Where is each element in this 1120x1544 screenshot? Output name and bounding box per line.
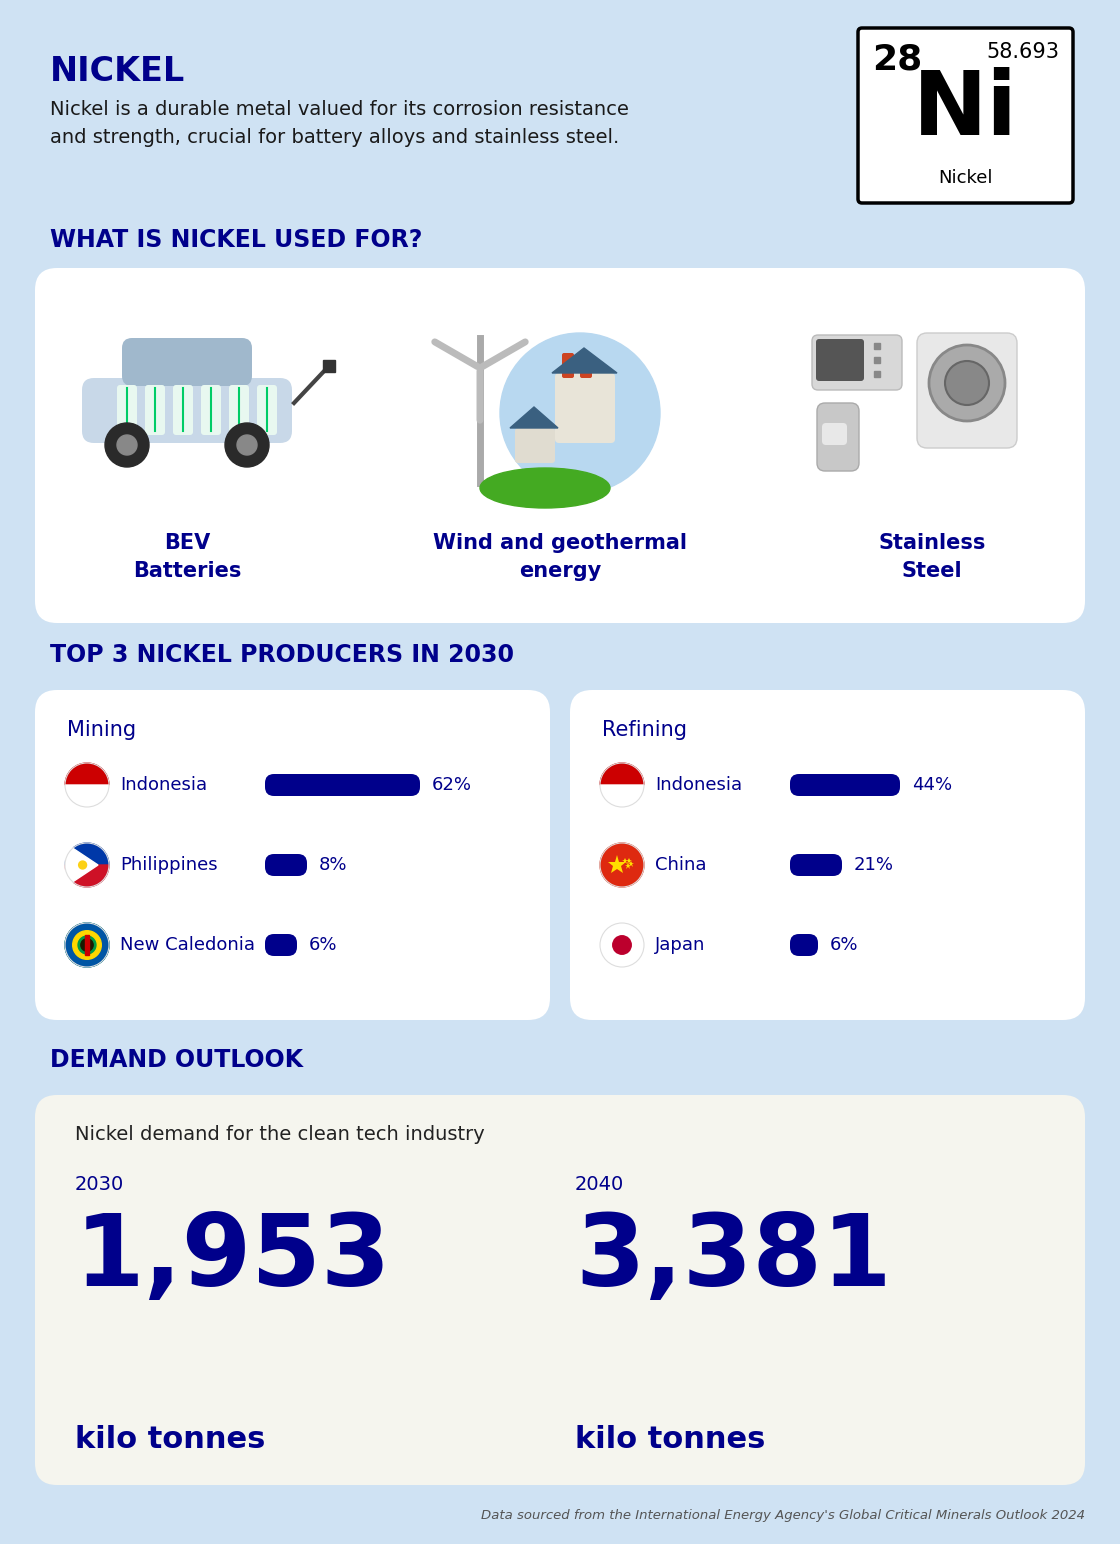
Circle shape <box>613 936 632 954</box>
Text: 6%: 6% <box>830 936 859 954</box>
FancyBboxPatch shape <box>570 690 1085 1021</box>
Polygon shape <box>85 934 88 956</box>
FancyBboxPatch shape <box>35 1095 1085 1485</box>
Wedge shape <box>600 763 644 784</box>
Text: Wind and geothermal
energy: Wind and geothermal energy <box>433 533 687 581</box>
FancyBboxPatch shape <box>822 423 847 445</box>
Polygon shape <box>510 408 558 428</box>
Circle shape <box>225 423 269 466</box>
Circle shape <box>600 843 644 886</box>
Wedge shape <box>65 763 109 784</box>
Text: Indonesia: Indonesia <box>655 777 743 794</box>
Text: 2030: 2030 <box>75 1175 124 1194</box>
Circle shape <box>65 923 109 967</box>
FancyBboxPatch shape <box>917 334 1017 448</box>
Wedge shape <box>73 931 101 959</box>
Polygon shape <box>552 347 617 374</box>
Text: NICKEL: NICKEL <box>50 56 185 88</box>
Text: DEMAND OUTLOOK: DEMAND OUTLOOK <box>50 1048 304 1072</box>
FancyBboxPatch shape <box>82 378 292 443</box>
Text: Stainless
Steel: Stainless Steel <box>878 533 986 581</box>
FancyBboxPatch shape <box>515 428 556 463</box>
FancyBboxPatch shape <box>816 403 859 471</box>
Wedge shape <box>65 865 109 886</box>
Text: 3,381: 3,381 <box>575 1210 892 1308</box>
FancyBboxPatch shape <box>265 934 297 956</box>
Text: 21%: 21% <box>853 855 894 874</box>
Wedge shape <box>65 784 109 808</box>
Ellipse shape <box>480 468 610 508</box>
FancyBboxPatch shape <box>200 384 221 435</box>
Text: kilo tonnes: kilo tonnes <box>75 1425 265 1454</box>
Text: and strength, crucial for battery alloys and stainless steel.: and strength, crucial for battery alloys… <box>50 128 619 147</box>
Text: 8%: 8% <box>319 855 347 874</box>
Text: New Caledonia: New Caledonia <box>120 936 255 954</box>
Text: Philippines: Philippines <box>120 855 217 874</box>
Text: China: China <box>655 855 707 874</box>
Text: kilo tonnes: kilo tonnes <box>575 1425 765 1454</box>
Text: Mining: Mining <box>67 720 137 740</box>
FancyBboxPatch shape <box>812 335 902 391</box>
Text: Nickel: Nickel <box>939 168 992 187</box>
Text: Data sourced from the International Energy Agency's Global Critical Minerals Out: Data sourced from the International Ener… <box>480 1508 1085 1522</box>
FancyBboxPatch shape <box>790 854 842 875</box>
FancyBboxPatch shape <box>35 690 550 1021</box>
Circle shape <box>65 843 109 886</box>
FancyBboxPatch shape <box>790 774 900 797</box>
FancyBboxPatch shape <box>256 384 277 435</box>
Circle shape <box>945 361 989 405</box>
FancyBboxPatch shape <box>265 854 307 875</box>
Circle shape <box>105 423 149 466</box>
Text: Indonesia: Indonesia <box>120 777 207 794</box>
FancyBboxPatch shape <box>580 358 592 378</box>
Wedge shape <box>65 923 109 967</box>
Circle shape <box>600 923 644 967</box>
Text: 58.693: 58.693 <box>986 42 1060 62</box>
Circle shape <box>116 435 137 455</box>
Text: WHAT IS NICKEL USED FOR?: WHAT IS NICKEL USED FOR? <box>50 229 422 252</box>
Text: TOP 3 NICKEL PRODUCERS IN 2030: TOP 3 NICKEL PRODUCERS IN 2030 <box>50 642 514 667</box>
Text: 28: 28 <box>872 42 922 76</box>
FancyBboxPatch shape <box>122 338 252 386</box>
FancyBboxPatch shape <box>562 354 573 378</box>
Text: Japan: Japan <box>655 936 706 954</box>
Circle shape <box>81 939 93 951</box>
FancyBboxPatch shape <box>228 384 249 435</box>
Circle shape <box>78 862 86 869</box>
Text: BEV
Batteries: BEV Batteries <box>133 533 241 581</box>
Text: 62%: 62% <box>432 777 472 794</box>
Wedge shape <box>600 784 644 808</box>
Text: Nickel demand for the clean tech industry: Nickel demand for the clean tech industr… <box>75 1126 485 1144</box>
Circle shape <box>928 344 1005 422</box>
FancyBboxPatch shape <box>35 269 1085 622</box>
Circle shape <box>500 334 660 493</box>
Text: 6%: 6% <box>309 936 337 954</box>
Wedge shape <box>65 843 109 865</box>
FancyBboxPatch shape <box>144 384 165 435</box>
FancyBboxPatch shape <box>858 28 1073 202</box>
Text: 2040: 2040 <box>575 1175 624 1194</box>
Text: 44%: 44% <box>912 777 952 794</box>
FancyBboxPatch shape <box>116 384 137 435</box>
FancyBboxPatch shape <box>172 384 193 435</box>
FancyBboxPatch shape <box>556 374 615 443</box>
Text: Refining: Refining <box>603 720 687 740</box>
Circle shape <box>237 435 256 455</box>
Polygon shape <box>65 843 99 886</box>
Text: Nickel is a durable metal valued for its corrosion resistance: Nickel is a durable metal valued for its… <box>50 100 628 119</box>
Text: Ni: Ni <box>913 66 1018 154</box>
FancyBboxPatch shape <box>265 774 420 797</box>
Text: 1,953: 1,953 <box>75 1210 392 1308</box>
FancyBboxPatch shape <box>790 934 818 956</box>
FancyBboxPatch shape <box>816 340 864 381</box>
